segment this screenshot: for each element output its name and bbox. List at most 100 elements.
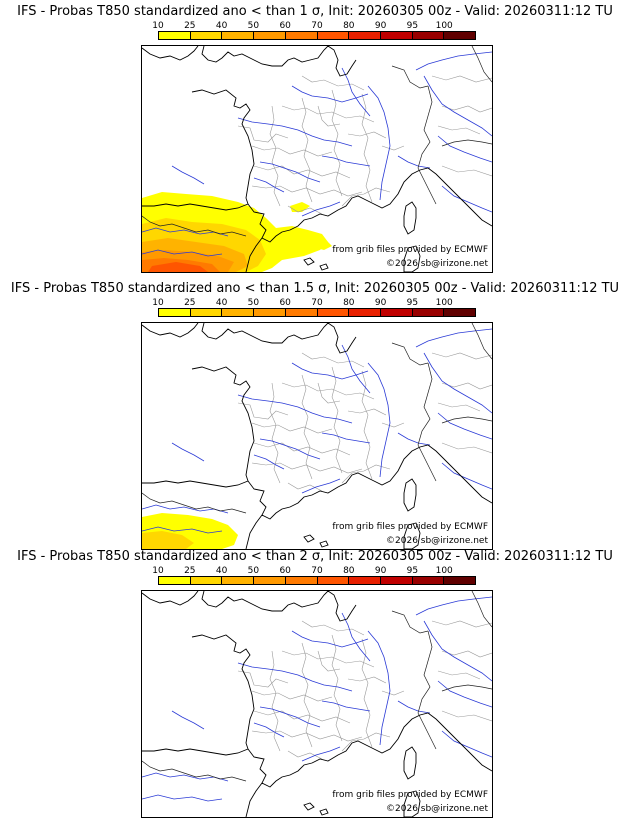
colorbar-tick-label: 40 (215, 298, 228, 308)
admin-boundary (441, 650, 492, 658)
river (367, 362, 391, 478)
colorbar-segment (349, 32, 381, 39)
river (142, 249, 223, 257)
country-border (142, 760, 247, 782)
colorbar-segment (380, 32, 413, 39)
colorbar-segment (349, 309, 381, 316)
river (259, 438, 321, 460)
admin-boundary (251, 730, 363, 742)
colorbar-tick-label: 40 (215, 21, 228, 31)
admin-boundary (269, 105, 281, 207)
admin-boundary (237, 402, 289, 420)
admin-boundary (269, 382, 281, 484)
river (423, 620, 492, 682)
admin-boundary (237, 125, 289, 143)
colorbar-tick-label: 25 (184, 21, 196, 31)
colorbar-tick-label: 50 (247, 566, 260, 576)
admin-boundary (341, 187, 391, 207)
colorbar-tick-label: 10 (152, 298, 164, 308)
admin-boundary (317, 105, 341, 127)
river (301, 201, 341, 217)
admin-boundary (281, 650, 375, 668)
corsica-coastline (403, 478, 417, 512)
admin-boundary (301, 642, 313, 748)
probability-map: from grib files provided by ECMWF ©2026 … (141, 45, 493, 273)
river (259, 161, 321, 183)
probability-10-25-area (314, 240, 332, 250)
colorbar-tick-label: 80 (343, 566, 355, 576)
colorbar-segment (190, 309, 223, 316)
colorbar-segment (254, 577, 286, 584)
colorbar-segment (412, 32, 445, 39)
river (171, 165, 205, 185)
admin-boundary (431, 75, 492, 83)
colorbar-segment (190, 32, 223, 39)
probability-70-80-area (148, 262, 208, 272)
country-border (441, 416, 492, 424)
river (397, 432, 431, 446)
colorbar-tick-label: 90 (374, 21, 387, 31)
colorbar-tick-label: 95 (406, 566, 419, 576)
admin-boundary (287, 750, 323, 760)
river (253, 454, 285, 470)
colorbar (158, 576, 476, 585)
river (441, 185, 492, 213)
admin-boundary (301, 75, 365, 91)
colorbar-tick-label: 100 (435, 21, 453, 31)
colorbar-tick-label: 10 (152, 566, 164, 576)
colorbar-tick-label: 50 (247, 21, 260, 31)
admin-boundary (301, 620, 365, 636)
colorbar (158, 31, 476, 40)
panel-1-5-sigma: IFS - Probas T850 standardized ano < tha… (0, 281, 630, 551)
country-border (391, 65, 429, 89)
river (237, 394, 353, 424)
colorbar-segment (222, 309, 255, 316)
river (237, 117, 353, 147)
river (437, 135, 492, 163)
admin-boundary (441, 442, 492, 454)
country-border (417, 362, 433, 446)
river (415, 328, 492, 348)
river (415, 596, 492, 616)
site-credit: ©2026 sb@irizone.net (386, 259, 488, 269)
river (397, 155, 431, 169)
country-border (417, 85, 433, 169)
colorbar-tick-label: 95 (406, 21, 419, 31)
colorbar-tick-label: 90 (374, 566, 387, 576)
admin-boundary (253, 165, 351, 179)
colorbar-segment (254, 32, 286, 39)
source-credit: from grib files provided by ECMWF (332, 522, 488, 532)
admin-boundary (437, 670, 481, 680)
admin-boundary (347, 408, 387, 416)
admin-boundary (381, 145, 405, 151)
admin-boundary (281, 105, 375, 123)
admin-boundary (347, 131, 387, 139)
probability-25-40-area (142, 531, 194, 549)
colorbar-tick-label: 80 (343, 298, 355, 308)
colorbar-segment (317, 577, 350, 584)
colorbar (158, 308, 476, 317)
source-credit: from grib files provided by ECMWF (332, 245, 488, 255)
coastline (142, 46, 492, 272)
colorbar-tick-label: 80 (343, 21, 355, 31)
colorbar-tick-label: 60 (279, 21, 291, 31)
corsica-coastline (403, 746, 417, 780)
admin-boundary (317, 650, 341, 672)
river (441, 730, 492, 758)
colorbar-segment (190, 577, 223, 584)
river (341, 612, 371, 662)
map-svg (142, 323, 492, 549)
admin-boundary (441, 382, 492, 390)
admin-boundary (431, 352, 492, 360)
colorbar-segment (222, 577, 255, 584)
country-border (391, 610, 429, 634)
river (341, 67, 371, 117)
colorbar-tick-label: 60 (279, 298, 291, 308)
colorbar-tick-label: 60 (279, 566, 291, 576)
river (367, 85, 391, 201)
source-credit: from grib files provided by ECMWF (332, 790, 488, 800)
colorbar-tick-label: 70 (311, 566, 323, 576)
country-border (391, 342, 429, 366)
country-border (471, 591, 492, 628)
colorbar-segment (317, 32, 350, 39)
